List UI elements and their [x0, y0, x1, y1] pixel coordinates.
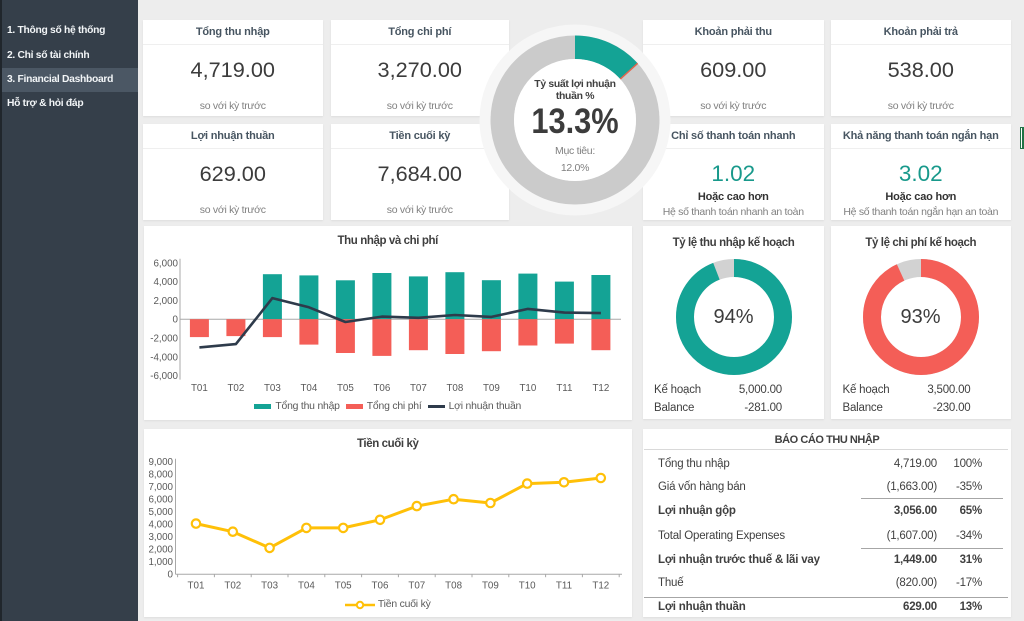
- svg-text:3,000: 3,000: [148, 532, 173, 543]
- svg-text:4,000: 4,000: [153, 277, 178, 288]
- svg-text:-6,000: -6,000: [150, 371, 178, 382]
- svg-text:1,000: 1,000: [148, 557, 173, 568]
- svg-text:T01: T01: [188, 581, 205, 592]
- svg-text:T11: T11: [556, 581, 572, 592]
- svg-text:T11: T11: [556, 383, 572, 394]
- svg-text:T08: T08: [445, 581, 462, 592]
- svg-text:T08: T08: [446, 383, 463, 394]
- svg-text:T12: T12: [592, 383, 609, 394]
- svg-text:2,000: 2,000: [148, 545, 173, 556]
- svg-text:8,000: 8,000: [148, 470, 173, 481]
- svg-text:T03: T03: [264, 383, 281, 394]
- svg-text:5,000: 5,000: [148, 507, 173, 518]
- svg-text:-4,000: -4,000: [150, 352, 178, 363]
- svg-text:T02: T02: [227, 383, 244, 394]
- svg-text:T09: T09: [483, 383, 500, 394]
- svg-text:T05: T05: [337, 383, 354, 394]
- svg-text:T10: T10: [519, 581, 536, 592]
- svg-text:T07: T07: [408, 581, 425, 592]
- svg-text:T03: T03: [261, 581, 278, 592]
- svg-text:6,000: 6,000: [153, 258, 178, 269]
- svg-text:7,000: 7,000: [148, 482, 173, 493]
- svg-text:T04: T04: [300, 383, 317, 394]
- svg-text:T05: T05: [335, 581, 352, 592]
- svg-text:T12: T12: [592, 581, 609, 592]
- svg-text:0: 0: [168, 570, 174, 581]
- svg-text:T09: T09: [482, 581, 499, 592]
- svg-text:T06: T06: [373, 383, 390, 394]
- svg-text:T10: T10: [519, 383, 536, 394]
- svg-text:T07: T07: [410, 383, 427, 394]
- svg-text:T04: T04: [298, 581, 315, 592]
- svg-text:4,000: 4,000: [148, 520, 173, 531]
- svg-text:T06: T06: [372, 581, 389, 592]
- svg-text:T01: T01: [191, 383, 208, 394]
- svg-text:9,000: 9,000: [148, 457, 173, 468]
- svg-text:T02: T02: [224, 581, 241, 592]
- svg-text:6,000: 6,000: [148, 495, 173, 506]
- svg-text:0: 0: [173, 315, 179, 326]
- svg-text:2,000: 2,000: [153, 296, 178, 307]
- svg-text:-2,000: -2,000: [150, 334, 178, 345]
